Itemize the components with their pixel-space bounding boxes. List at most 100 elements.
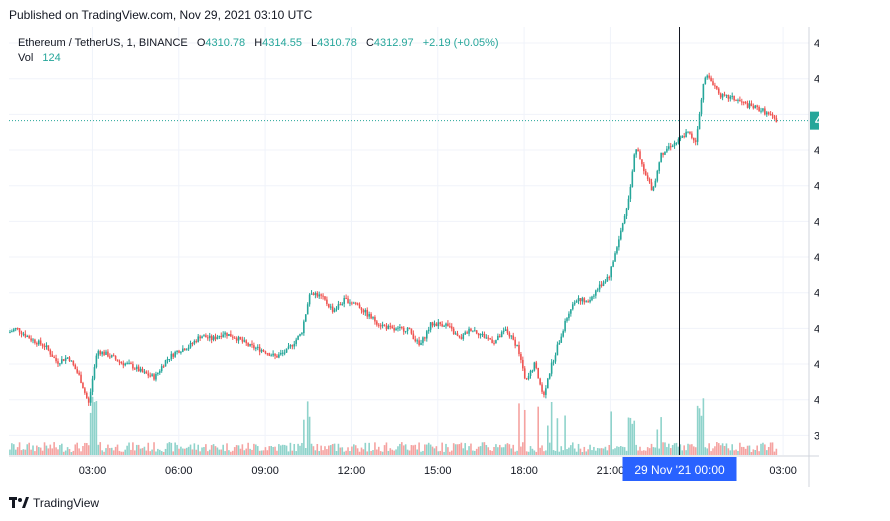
volume-bar xyxy=(283,444,286,455)
volume-bar xyxy=(224,451,226,455)
volume-bar xyxy=(673,443,676,455)
volume-bar xyxy=(702,398,705,455)
candle-body xyxy=(18,328,21,333)
volume-bar xyxy=(716,442,718,455)
volume-bar xyxy=(629,417,632,455)
candle-body xyxy=(577,298,580,302)
candle-body xyxy=(741,101,743,103)
candle-body xyxy=(566,318,568,321)
candle-body xyxy=(51,354,54,357)
candle-body xyxy=(564,320,566,332)
volume-bar xyxy=(427,442,430,455)
volume-bar xyxy=(704,447,707,455)
volume-bar xyxy=(153,442,155,455)
volume-bar xyxy=(712,448,714,455)
volume-bar xyxy=(767,446,770,455)
volume-bar xyxy=(372,450,374,455)
time-tick-label: 09:00 xyxy=(251,465,279,477)
candle-body xyxy=(97,351,100,356)
candle-body xyxy=(337,304,340,309)
volume-bar xyxy=(560,446,563,455)
candle-body xyxy=(379,325,382,327)
price-chart[interactable]: 4400.00 4360.00 4280.00 4240.00 4200.00 4160.… xyxy=(9,27,819,487)
candle-body xyxy=(285,348,288,353)
chart-area[interactable]: 4400.00 4360.00 4280.00 4240.00 4200.00 4160.… xyxy=(9,27,819,487)
volume-bar xyxy=(249,448,251,455)
volume-bar xyxy=(508,444,511,455)
candle-body xyxy=(87,398,90,403)
volume-bar xyxy=(176,444,178,455)
volume-bar xyxy=(714,446,716,455)
candle-body xyxy=(231,336,234,338)
volume-bar xyxy=(585,451,588,455)
price-tick-label: 4000.00 xyxy=(814,395,819,407)
volume-bar xyxy=(312,446,315,455)
candle-body xyxy=(472,330,474,332)
volume-bar xyxy=(487,447,490,455)
candle-body xyxy=(266,353,269,355)
volume-bar xyxy=(343,451,345,455)
candle-body xyxy=(278,354,280,358)
volume-bar xyxy=(95,401,98,455)
volume-bar xyxy=(374,442,376,455)
volume-bar xyxy=(130,449,132,455)
volume-bar xyxy=(416,449,418,455)
candle-body xyxy=(696,129,699,142)
volume-bar xyxy=(664,442,666,455)
candle-body xyxy=(664,151,666,155)
candle-body xyxy=(573,302,576,305)
candle-body xyxy=(195,340,198,342)
candle-body xyxy=(420,342,422,346)
volume-bar xyxy=(72,450,75,455)
candle-body xyxy=(189,343,192,348)
candle-body xyxy=(356,303,359,305)
candle-body xyxy=(608,277,611,279)
volume-bar xyxy=(339,447,342,455)
volume-bar xyxy=(9,449,11,455)
candle-body xyxy=(283,352,286,354)
volume-bar xyxy=(155,451,157,455)
candle-body xyxy=(737,99,739,101)
candle-body xyxy=(491,339,493,343)
volume-bar xyxy=(397,446,399,455)
volume-bar xyxy=(625,450,628,455)
volume-bar xyxy=(583,446,586,455)
candle-body xyxy=(354,302,357,304)
candle-body xyxy=(614,253,616,262)
candle-body xyxy=(691,133,693,138)
volume-bar xyxy=(462,448,465,455)
legend-symbol: Ethereum / TetherUS, 1, BINANCE xyxy=(18,37,188,49)
volume-bar xyxy=(393,450,395,455)
candle-body xyxy=(675,142,678,144)
legend-open-value: 4310.78 xyxy=(205,37,246,49)
candle-body xyxy=(727,94,730,99)
volume-bar xyxy=(562,450,564,455)
volume-bar xyxy=(510,448,513,455)
candle-body xyxy=(170,353,173,359)
volume-bar xyxy=(543,451,545,455)
candle-body xyxy=(568,313,570,319)
candle-body xyxy=(456,333,459,336)
candle-body xyxy=(552,361,555,363)
candle-body xyxy=(372,317,374,319)
tradingview-logo[interactable]: TradingView xyxy=(9,496,99,510)
candle-body xyxy=(464,332,467,335)
volume-bar xyxy=(241,444,244,455)
volume-bar xyxy=(424,444,426,455)
volume-bar xyxy=(575,451,578,455)
candle-body xyxy=(101,351,103,355)
volume-bar xyxy=(64,450,67,455)
candle-body xyxy=(158,371,161,373)
candle-body xyxy=(547,378,549,389)
candle-body xyxy=(468,328,470,334)
volume-bar xyxy=(85,443,88,455)
volume-bar xyxy=(322,450,324,455)
volume-bar xyxy=(170,442,173,455)
candle-body xyxy=(504,329,507,331)
candle-body xyxy=(452,328,455,334)
candle-body xyxy=(107,351,109,357)
candle-body xyxy=(187,347,190,350)
volume-bar xyxy=(97,444,100,455)
candle-body xyxy=(164,360,167,367)
candle-body xyxy=(328,304,330,308)
